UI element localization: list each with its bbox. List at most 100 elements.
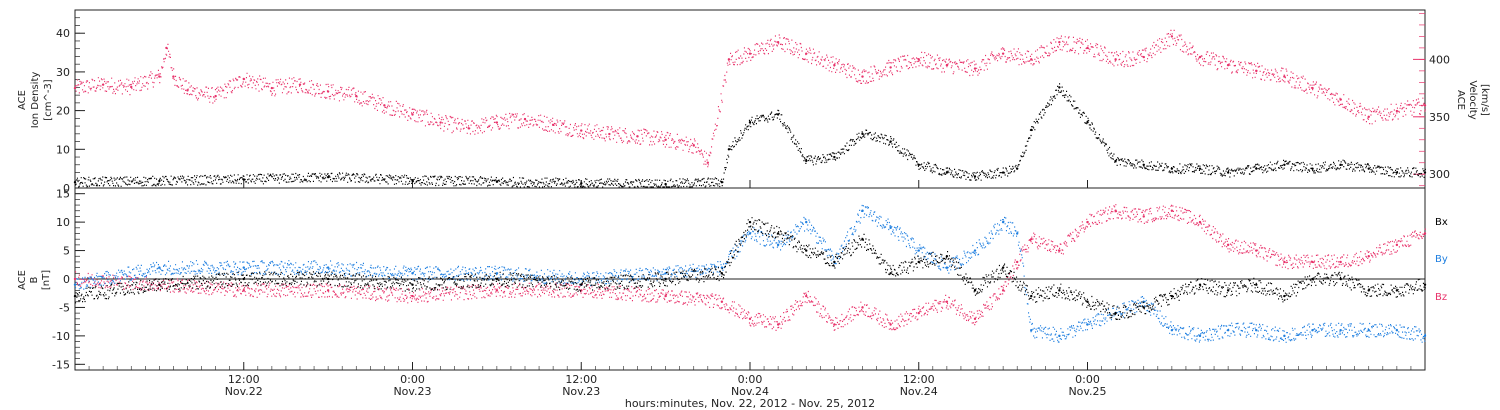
x-tick-date-label: Nov.23 — [393, 385, 431, 398]
bx-series-point — [326, 277, 330, 281]
density-series-point — [1058, 86, 1061, 89]
by-series-point — [1339, 328, 1342, 332]
density-axis-title-line2: Ion Density — [30, 72, 41, 129]
bz-series-point — [805, 294, 808, 298]
density-series-point — [1423, 171, 1427, 174]
bz-series-point — [1283, 260, 1286, 264]
velocity-series-point — [186, 89, 189, 92]
velocity-axis-title-line1: ACE — [1455, 90, 1466, 110]
by-series-point — [1311, 328, 1314, 332]
bz-series-point — [495, 289, 499, 292]
legend-by: By — [1435, 254, 1448, 265]
velocity-series-point — [439, 121, 442, 124]
velocity-series-point — [706, 161, 710, 164]
x-tick-time-label: 0:00 — [400, 373, 425, 386]
bz-series-point — [833, 323, 836, 326]
bz-series-point — [1001, 289, 1005, 292]
velocity-series-point — [1423, 104, 1427, 107]
by-series-point — [1395, 328, 1399, 332]
density-tick-label: 30 — [56, 66, 70, 79]
velocity-series-point — [130, 85, 133, 89]
x-tick-date-label: Nov.24 — [900, 385, 938, 398]
bx-series-point — [805, 249, 808, 252]
velocity-series-point — [748, 52, 752, 55]
velocity-series-point — [1001, 52, 1005, 55]
density-series-point — [1226, 171, 1230, 174]
velocity-series-point — [608, 132, 611, 136]
by-series-trace — [75, 204, 1426, 343]
density-series-point — [861, 132, 864, 136]
velocity-axis-title-line3: [km/s] — [1479, 84, 1490, 116]
bz-series-point — [1395, 243, 1399, 247]
velocity-series-point — [73, 86, 77, 90]
x-tick-time-label: 12:00 — [565, 373, 597, 386]
bfield-tick-label: 10 — [56, 216, 70, 229]
bz-series-point — [1367, 255, 1370, 258]
by-series-point — [73, 283, 77, 286]
bz-series-point — [917, 311, 920, 315]
x-tick-time-label: 12:00 — [903, 373, 935, 386]
velocity-axis-title-line2: Velocity — [1467, 80, 1478, 119]
bfield-tick-label: -10 — [52, 330, 70, 343]
x-tick-date-label: Nov.24 — [731, 385, 769, 398]
bfield-tick-label: -5 — [59, 301, 70, 314]
velocity-series-point — [1367, 115, 1370, 119]
density-series-point — [326, 175, 330, 179]
velocity-series-point — [889, 66, 892, 69]
velocity-series-point — [861, 75, 864, 78]
by-series-point — [326, 266, 330, 269]
bx-series-point — [1283, 294, 1286, 298]
x-axis-title: hours:minutes, Nov. 22, 2012 - Nov. 25, … — [625, 397, 875, 410]
density-axis-title-line1: ACE — [17, 90, 28, 110]
bx-series-point — [242, 277, 245, 281]
velocity-series-point — [172, 75, 175, 78]
density-series-point — [664, 182, 667, 186]
by-series-point — [1367, 328, 1370, 332]
velocity-tick-label: 300 — [1429, 168, 1450, 181]
bfield-tick-label: -15 — [52, 358, 70, 371]
velocity-series-point — [298, 83, 302, 86]
density-tick-label: 10 — [56, 143, 70, 156]
density-series-trace — [75, 83, 1426, 188]
x-tick-date-label: Nov.23 — [562, 385, 600, 398]
by-series-point — [1030, 328, 1033, 332]
by-series-point — [242, 266, 245, 269]
density-series-point — [833, 155, 836, 159]
bx-series-trace — [75, 217, 1426, 320]
bz-series-point — [720, 300, 724, 303]
density-series-point — [1283, 163, 1286, 166]
velocity-series-point — [214, 94, 217, 98]
density-axis-title-line3: [cm^-3] — [43, 79, 54, 120]
velocity-series-point — [270, 86, 274, 90]
x-tick-date-label: Nov.25 — [1068, 385, 1106, 398]
bfield-axis-title-line1: ACE — [17, 270, 28, 290]
bz-series-point — [889, 323, 892, 326]
density-series-point — [805, 159, 808, 163]
x-tick-time-label: 12:00 — [228, 373, 260, 386]
bz-series-point — [1015, 260, 1019, 264]
bz-series-point — [1030, 237, 1033, 241]
density-series-point — [1142, 163, 1145, 166]
bz-series-point — [1255, 249, 1258, 252]
bx-series-point — [833, 260, 836, 264]
velocity-series-point — [1058, 40, 1061, 44]
x-tick-time-label: 0:00 — [1075, 373, 1100, 386]
bx-series-point — [1058, 289, 1061, 292]
velocity-series-point — [664, 138, 667, 141]
by-series-point — [1198, 334, 1202, 338]
velocity-series-point — [1395, 109, 1399, 113]
velocity-series-point — [158, 75, 161, 78]
velocity-tick-label: 350 — [1429, 111, 1450, 124]
legend-bz: Bz — [1435, 292, 1447, 303]
velocity-tick-label: 400 — [1429, 53, 1450, 66]
bx-series-point — [580, 283, 583, 286]
bz-series-point — [1170, 209, 1174, 212]
velocity-series-point — [411, 113, 414, 116]
velocity-series-point — [383, 104, 386, 107]
bz-series-point — [1142, 215, 1145, 218]
top-panel-frame — [74, 9, 1426, 189]
density-series-point — [158, 179, 161, 183]
bx-series-point — [1198, 283, 1202, 286]
bfield-tick-label: 0 — [63, 273, 70, 286]
